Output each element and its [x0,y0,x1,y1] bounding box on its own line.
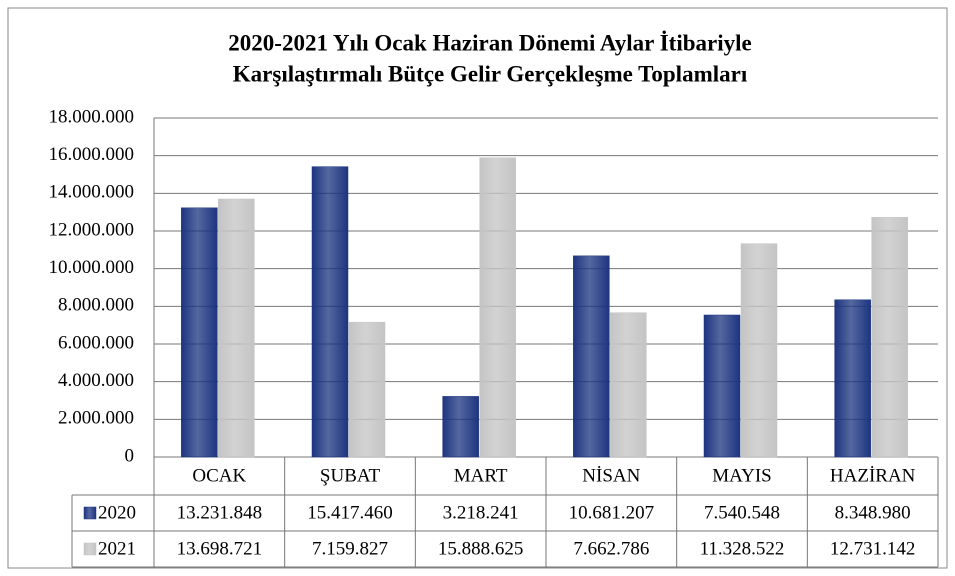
bar [871,216,908,458]
table-value: 12.731.142 [830,538,916,559]
legend-label: 2021 [98,538,136,559]
table-value: 15.417.460 [307,502,393,523]
bar [740,243,778,458]
bar [218,198,255,458]
bar [834,299,871,458]
bar [479,157,516,458]
x-tick-label: ŞUBAT [320,465,381,486]
x-tick-label: HAZİRAN [830,465,916,486]
chart-title: 2020-2021 Yılı Ocak Haziran Dönemi Aylar… [228,30,751,55]
legend-key [83,506,97,520]
table-value: 11.328.522 [700,538,785,559]
legend-label: 2020 [98,502,136,523]
y-tick-label: 18.000.000 [49,106,135,127]
table-value: 7.159.827 [312,538,388,559]
chart-title: Karşılaştırmalı Bütçe Gelir Gerçekleşme … [233,61,748,86]
x-tick-label: NİSAN [582,465,640,486]
y-tick-label: 16.000.000 [49,144,135,165]
table-value: 7.662.786 [573,538,649,559]
bar [181,207,218,458]
table-value: 3.218.241 [443,502,519,523]
y-tick-label: 8.000.000 [58,295,134,316]
y-tick-label: 12.000.000 [49,219,135,240]
table-value: 8.348.980 [835,502,911,523]
bar [311,166,349,458]
chart-frame [7,7,948,569]
y-tick-label: 6.000.000 [58,332,134,353]
bar [442,396,479,458]
table-value: 10.681.207 [569,502,655,523]
y-tick-label: 0 [125,445,135,466]
x-tick-label: MART [454,465,508,486]
bar [573,255,610,458]
table-value: 13.698.721 [177,538,263,559]
y-tick-label: 2.000.000 [58,408,134,429]
y-tick-label: 14.000.000 [49,182,135,203]
y-tick-label: 4.000.000 [58,370,134,391]
table-value: 15.888.625 [438,538,524,559]
x-tick-label: OCAK [192,465,246,486]
x-tick-label: MAYIS [712,465,772,486]
y-tick-label: 10.000.000 [49,257,135,278]
table-value: 7.540.548 [704,502,780,523]
bar [610,312,647,458]
legend-key [83,542,97,556]
table-value: 13.231.848 [177,502,263,523]
bar [703,314,741,458]
bar [348,321,386,458]
